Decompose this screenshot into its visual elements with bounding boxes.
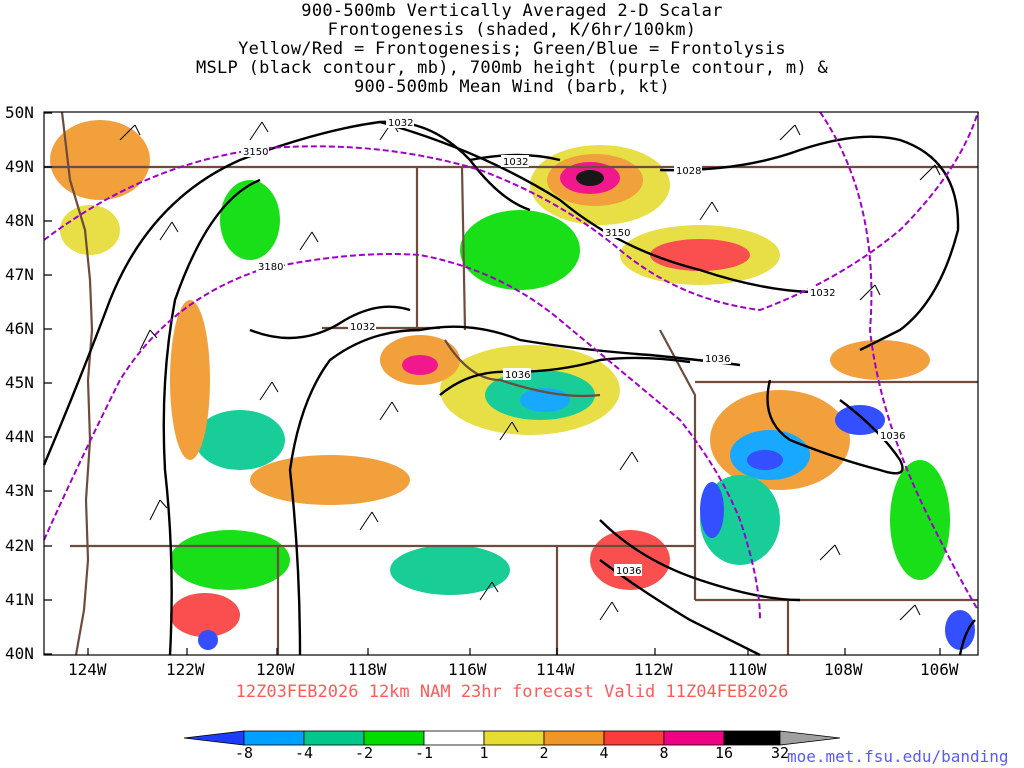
mslp-label: 1032 [810,288,835,299]
title-line-4: MSLP (black contour, mb), 700mb height (… [195,58,829,78]
colorbar-label: 8 [659,744,669,762]
wind-barbs [119,121,941,621]
forecast-subtitle: 12Z03FEB2026 12km NAM 23hr forecast Vali… [235,682,789,702]
colorbar-label: 1 [479,744,489,762]
colorbar [183,730,841,746]
title-line-5: 900-500mb Mean Wind (barb, kt) [353,77,671,97]
latitude-labels: 50N 49N 48N 47N 46N 45N 44N 43N 42N 41N … [5,103,34,663]
mslp-label: 1036 [705,354,730,365]
colorbar-segment [483,730,545,746]
credit-link[interactable]: moe.met.fsu.edu/banding [787,747,1009,766]
height-label: 3180 [258,262,283,273]
lon-label: 124W [68,660,107,679]
lat-label: 46N [5,319,34,338]
height-label: 3150 [605,228,630,239]
lat-label: 48N [5,211,34,230]
lat-label: 43N [5,481,34,500]
colorbar-label: -2 [354,744,374,762]
mslp-label: 1032 [350,322,375,333]
map-frame [43,111,979,656]
lon-label: 120W [256,660,295,679]
colorbar-segment [543,730,605,746]
lat-label: 44N [5,427,34,446]
colorbar-label: 2 [539,744,549,762]
coastline [60,111,94,656]
lon-label: 108W [824,660,863,679]
lat-label: 45N [5,373,34,392]
longitude-labels: 124W 122W 120W 118W 116W 114W 112W 110W … [68,660,959,679]
mslp-label: 1036 [880,431,905,442]
colorbar-segment [243,730,305,746]
mslp-label: 1036 [505,370,530,381]
lon-label: 106W [920,660,959,679]
colorbar-segment [303,730,365,746]
lon-label: 118W [348,660,387,679]
title-line-3: Yellow/Red = Frontogenesis; Green/Blue =… [238,39,786,59]
title-line-1: 900-500mb Vertically Averaged 2-D Scalar [301,1,723,21]
lat-label: 40N [5,644,34,663]
colorbar-label: -1 [414,744,434,762]
colorbar-segment [183,730,245,746]
lon-label: 114W [536,660,575,679]
lon-label: 112W [634,660,673,679]
lat-label: 41N [5,590,34,609]
height-label: 3150 [243,147,268,158]
lat-label: 49N [5,157,34,176]
colorbar-label: -4 [294,744,314,762]
colorbar-label: 32 [770,744,790,762]
title-line-2: Frontogenesis (shaded, K/6hr/100km) [327,20,697,40]
lat-label: 47N [5,265,34,284]
colorbar-segment [723,730,781,746]
mslp-label: 1032 [503,157,528,168]
colorbar-segment [603,730,665,746]
lat-label: 50N [5,103,34,122]
mslp-label: 1036 [616,566,641,577]
lat-label: 42N [5,536,34,555]
colorbar-label: -8 [234,744,254,762]
lon-label: 110W [728,660,767,679]
colorbar-segment [779,730,841,746]
colorbar-label: 16 [714,744,734,762]
mslp-label: 1032 [388,118,413,129]
lon-label: 116W [448,660,487,679]
colorbar-segment [663,730,725,746]
lon-label: 122W [166,660,205,679]
colorbar-label: 4 [599,744,609,762]
mslp-label: 1028 [676,166,701,177]
contour-labels: 1032 1032 1028 1032 1032 1036 1036 1036 … [241,116,906,577]
colorbar-segment [363,730,425,746]
colorbar-segment [423,730,485,746]
